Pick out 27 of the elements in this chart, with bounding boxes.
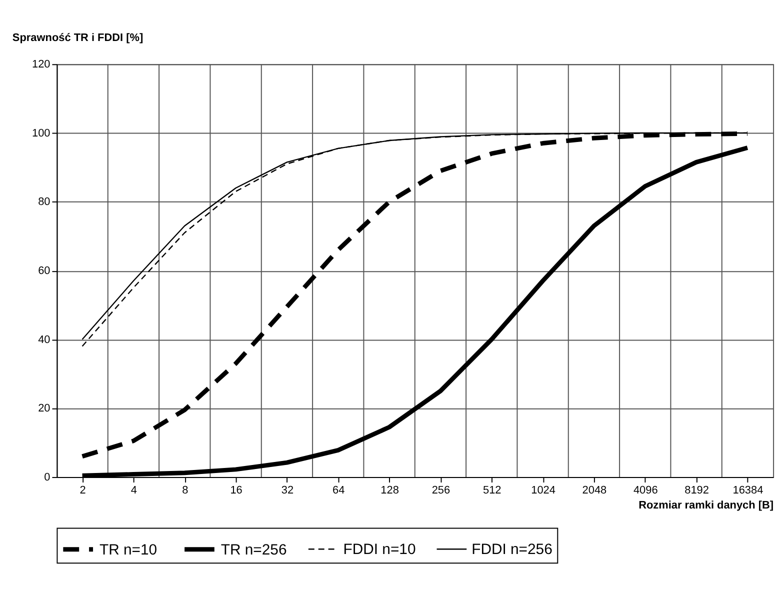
x-tick-label: 8 <box>182 484 188 496</box>
y-tick-label: 100 <box>32 127 50 140</box>
x-tick-label: 2 <box>80 484 86 496</box>
x-tick-label: 8192 <box>684 484 709 496</box>
x-tick-label: 2048 <box>582 484 607 496</box>
y-tick-label: 20 <box>38 402 50 415</box>
x-tick-label: 16384 <box>732 484 764 496</box>
x-tick-label: 64 <box>332 484 345 496</box>
y-tick-label: 60 <box>38 265 50 278</box>
y-axis-title: Sprawność TR i FDDI [%] <box>12 32 144 44</box>
y-tick-label: 0 <box>44 472 50 484</box>
y-tick-label: 80 <box>38 196 50 208</box>
y-tick-label: 40 <box>38 334 50 346</box>
legend-label: TR n=256 <box>220 541 287 558</box>
legend-label: FDDI n=256 <box>472 541 552 558</box>
x-tick-label: 16 <box>230 484 242 496</box>
y-tick-label: 120 <box>32 58 50 71</box>
x-tick-label: 4096 <box>633 484 658 496</box>
x-tick-label: 4 <box>130 484 138 496</box>
x-axis-title: Rozmiar ramki danych [B] <box>638 499 774 512</box>
x-tick-label: 32 <box>281 484 294 496</box>
legend-label: FDDI n=10 <box>343 541 416 558</box>
x-tick-label: 256 <box>432 484 450 496</box>
x-tick-label: 512 <box>482 484 502 496</box>
legend-label: TR n=10 <box>99 541 158 558</box>
x-tick-label: 1024 <box>531 484 556 496</box>
x-tick-label: 128 <box>380 484 399 496</box>
